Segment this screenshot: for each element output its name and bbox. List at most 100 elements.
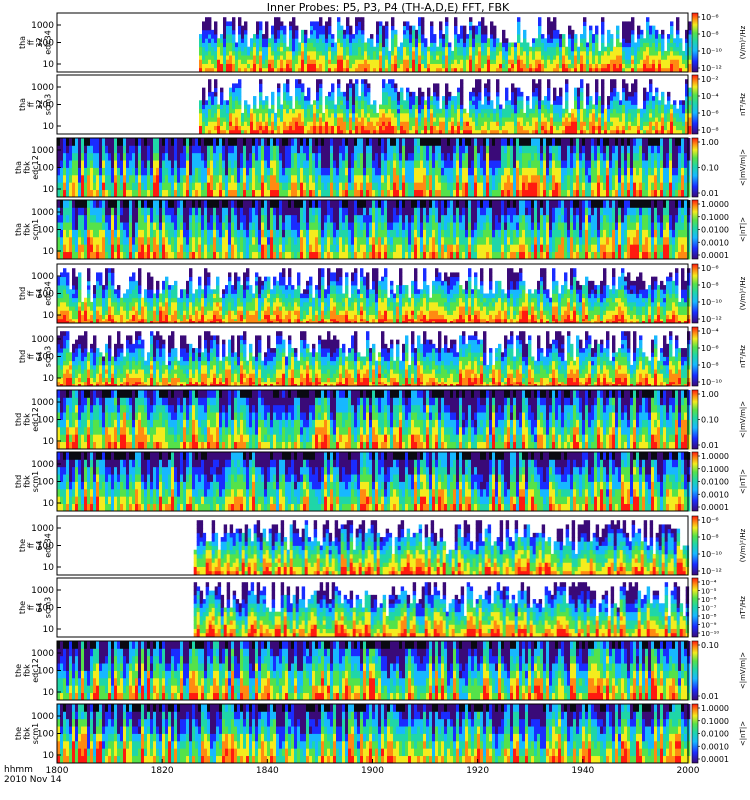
heatmap-cell bbox=[309, 145, 313, 154]
heatmap-cell bbox=[412, 112, 416, 118]
heatmap-cell bbox=[198, 138, 202, 146]
heatmap-cell bbox=[457, 87, 461, 93]
heatmap-cell bbox=[655, 63, 659, 69]
heatmap-cell bbox=[546, 138, 550, 146]
heatmap-cell bbox=[664, 104, 668, 110]
heatmap-cell bbox=[481, 104, 485, 110]
heatmap-cell bbox=[513, 160, 517, 168]
heatmap-cell bbox=[532, 38, 536, 43]
heatmap-cell bbox=[135, 182, 139, 191]
heatmap-cell bbox=[253, 112, 257, 118]
heatmap-cell bbox=[460, 79, 464, 84]
heatmap-cell bbox=[403, 46, 407, 52]
heatmap-cell bbox=[510, 189, 514, 198]
heatmap-cell bbox=[202, 59, 206, 64]
heatmap-cell bbox=[537, 145, 541, 154]
heatmap-cell bbox=[322, 42, 326, 48]
heatmap-cell bbox=[238, 55, 242, 60]
heatmap-cell bbox=[358, 121, 362, 126]
heatmap-cell bbox=[153, 189, 157, 198]
heatmap-cell bbox=[459, 160, 463, 168]
heatmap-cell bbox=[202, 96, 206, 101]
heatmap-cell bbox=[580, 67, 584, 73]
heatmap-cell bbox=[682, 63, 686, 69]
heatmap-cell bbox=[586, 83, 590, 89]
heatmap-cell bbox=[225, 182, 229, 191]
heatmap-cell bbox=[475, 46, 479, 52]
heatmap-cell bbox=[268, 38, 272, 43]
heatmap-cell bbox=[625, 59, 629, 64]
heatmap-cell bbox=[271, 67, 275, 73]
heatmap-cell bbox=[481, 108, 485, 114]
heatmap-cell bbox=[490, 125, 494, 131]
heatmap-cell bbox=[655, 67, 659, 73]
heatmap-cell bbox=[393, 138, 397, 146]
heatmap-cell bbox=[298, 46, 302, 52]
heatmap-cell bbox=[579, 182, 583, 191]
heatmap-cell bbox=[349, 25, 353, 31]
heatmap-cell bbox=[685, 129, 689, 135]
heatmap-cell bbox=[280, 50, 284, 56]
heatmap-cell bbox=[304, 63, 308, 69]
heatmap-cell bbox=[465, 182, 469, 191]
heatmap-cell bbox=[327, 145, 331, 154]
heatmap-cell bbox=[240, 174, 244, 183]
heatmap-cell bbox=[237, 167, 241, 176]
heatmap-cell bbox=[391, 91, 395, 97]
heatmap-cell bbox=[211, 63, 215, 69]
heatmap-cell bbox=[265, 96, 269, 101]
heatmap-cell bbox=[240, 189, 244, 198]
heatmap-cell bbox=[165, 189, 169, 198]
heatmap-cell bbox=[310, 59, 314, 64]
heatmap-cell bbox=[610, 59, 614, 64]
heatmap-cell bbox=[349, 125, 353, 131]
heatmap-cell bbox=[559, 50, 563, 56]
heatmap-cell bbox=[315, 167, 319, 176]
heatmap-cell bbox=[504, 145, 508, 154]
heatmap-cell bbox=[256, 29, 260, 35]
heatmap-cell bbox=[484, 38, 488, 43]
heatmap-cell bbox=[343, 46, 347, 52]
heatmap-cell bbox=[535, 121, 539, 126]
heatmap-cell bbox=[114, 174, 118, 183]
heatmap-cell bbox=[495, 182, 499, 191]
heatmap-cell bbox=[616, 112, 620, 118]
heatmap-cell bbox=[552, 182, 556, 191]
heatmap-cell bbox=[318, 152, 322, 161]
heatmap-cell bbox=[256, 25, 260, 31]
heatmap-cell bbox=[403, 38, 407, 43]
heatmap-cell bbox=[367, 67, 371, 73]
heatmap-cell bbox=[57, 189, 61, 198]
heatmap-cell bbox=[84, 182, 88, 191]
heatmap-cell bbox=[277, 87, 281, 93]
heatmap-cell bbox=[646, 100, 650, 105]
heatmap-cell bbox=[219, 174, 223, 183]
heatmap-cell bbox=[159, 174, 163, 183]
heatmap-cell bbox=[474, 167, 478, 176]
heatmap-cell bbox=[567, 138, 571, 146]
heatmap-cell bbox=[478, 25, 482, 31]
heatmap-cell bbox=[591, 167, 595, 176]
heatmap-cell bbox=[208, 83, 212, 89]
heatmap-cell bbox=[270, 167, 274, 176]
heatmap-cell bbox=[303, 182, 307, 191]
heatmap-cell bbox=[346, 34, 350, 39]
heatmap-cell bbox=[661, 108, 665, 114]
heatmap-cell bbox=[318, 160, 322, 168]
heatmap-cell bbox=[535, 91, 539, 97]
heatmap-cell bbox=[460, 38, 464, 43]
heatmap-cell bbox=[595, 79, 599, 84]
heatmap-cell bbox=[277, 21, 281, 27]
heatmap-cell bbox=[150, 138, 154, 146]
heatmap-cell bbox=[382, 79, 386, 84]
heatmap-cell bbox=[327, 152, 331, 161]
heatmap-cell bbox=[373, 125, 377, 131]
heatmap-cell bbox=[685, 87, 689, 93]
heatmap-cell bbox=[636, 145, 640, 154]
heatmap-cell bbox=[622, 38, 626, 43]
heatmap-cell bbox=[303, 160, 307, 168]
heatmap-cell bbox=[262, 108, 266, 114]
heatmap-cell bbox=[232, 121, 236, 126]
heatmap-cell bbox=[457, 67, 461, 73]
heatmap-cell bbox=[577, 50, 581, 56]
